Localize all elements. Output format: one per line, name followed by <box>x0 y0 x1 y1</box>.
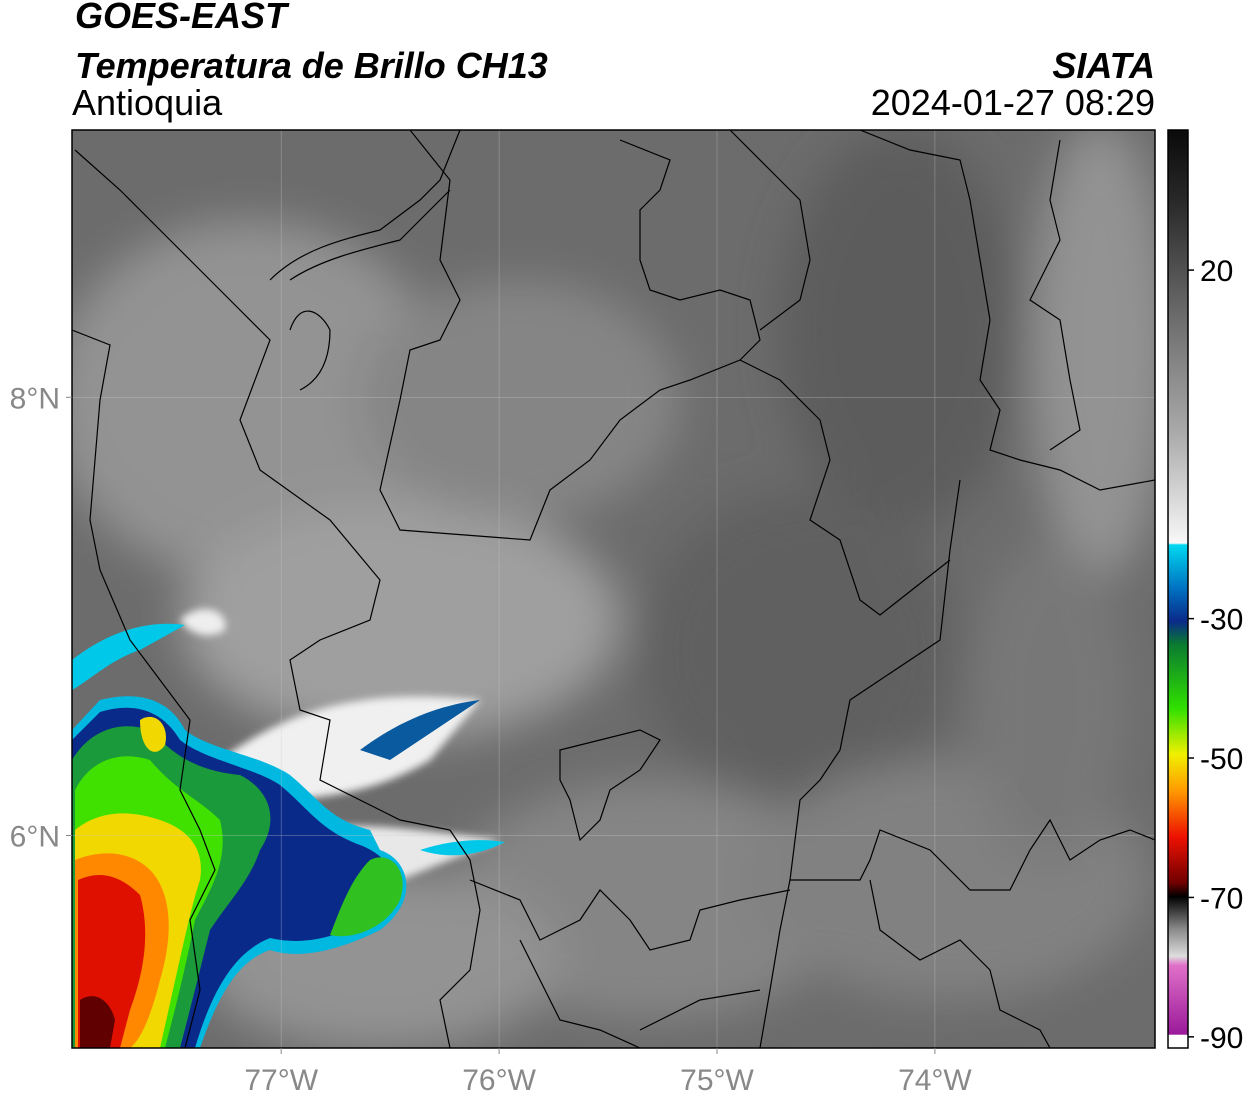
lon-tick-label: 76°W <box>462 1064 536 1097</box>
lat-tick-label: 6°N <box>10 820 60 853</box>
colorbar-tick-label: -30 <box>1200 604 1243 637</box>
lat-tick-label: 8°N <box>10 382 60 415</box>
colorbar <box>1167 129 1189 1049</box>
lon-tick-label: 75°W <box>680 1064 754 1097</box>
satellite-image <box>72 130 1155 1048</box>
map-frame <box>71 129 1156 1049</box>
colorbar-tick-label: -70 <box>1200 882 1243 915</box>
subtitle: Temperatura de Brillo CH13 <box>75 45 548 86</box>
colorbar-tick-label: -90 <box>1200 1022 1243 1055</box>
colorbar-tick-label: -50 <box>1200 743 1243 776</box>
timestamp: 2024-01-27 08:29 <box>871 82 1155 123</box>
source: SIATA <box>1052 45 1155 86</box>
region: Antioquia <box>72 82 223 123</box>
lon-tick-label: 74°W <box>898 1064 972 1097</box>
colorbar-tick-label: 20 <box>1200 255 1233 288</box>
title: GOES-EAST <box>75 0 290 36</box>
lon-tick-label: 77°W <box>244 1064 318 1097</box>
